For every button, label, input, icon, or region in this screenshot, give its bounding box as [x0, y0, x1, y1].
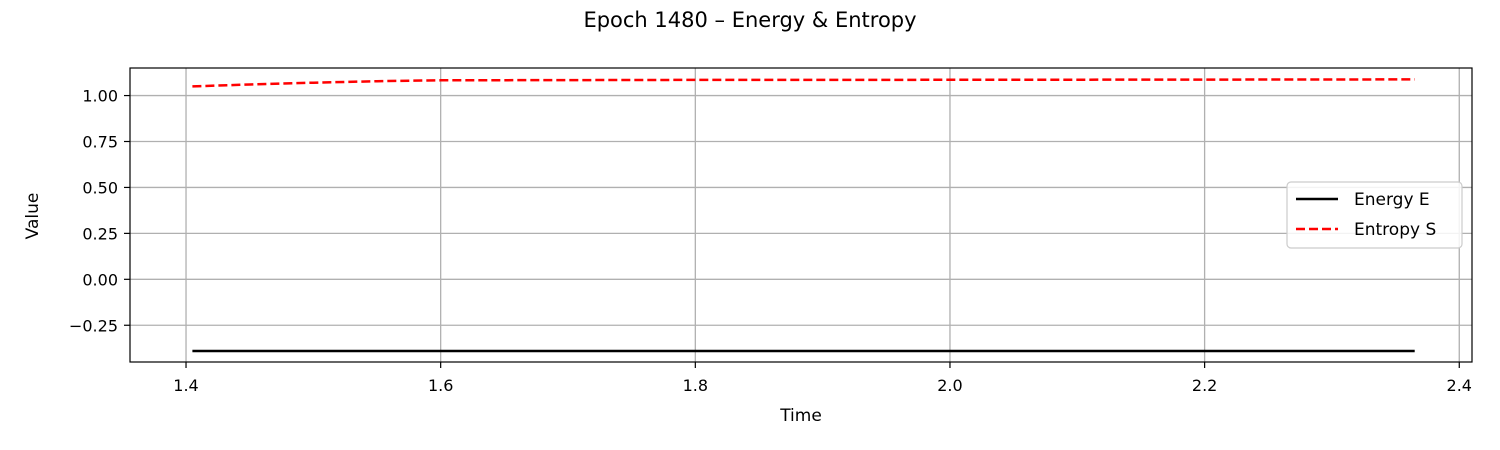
x-tick-label: 1.4	[173, 376, 198, 395]
legend-label: Energy E	[1354, 190, 1430, 210]
x-tick-label: 2.0	[937, 376, 962, 395]
legend-label: Entropy S	[1354, 220, 1436, 240]
x-tick-label: 2.4	[1447, 376, 1472, 395]
series-line-entropy	[192, 78, 1415, 88]
y-tick-label: 0.50	[82, 178, 118, 197]
y-tick-label: 0.00	[82, 270, 118, 289]
x-tick-label: 1.6	[428, 376, 453, 395]
y-tick-label: 0.25	[82, 224, 118, 243]
x-axis-ticks: 1.4 1.6 1.8 2.0 2.2 2.4	[173, 362, 1472, 395]
y-tick-label: 1.00	[82, 87, 118, 106]
y-axis-label: Value	[23, 193, 43, 240]
y-tick-label: 0.75	[82, 133, 118, 152]
x-tick-label: 1.8	[683, 376, 708, 395]
series-lines	[192, 78, 1415, 353]
y-tick-label: −0.25	[69, 316, 118, 335]
plot-frame	[129, 67, 1473, 363]
chart-title: Epoch 1480 – Energy & Entropy	[583, 8, 916, 32]
x-axis-label: Time	[779, 406, 822, 426]
x-tick-label: 2.2	[1192, 376, 1217, 395]
y-axis-ticks: −0.25 0.00 0.25 0.50 0.75 1.00	[69, 87, 130, 335]
legend: Energy E Entropy S	[1286, 181, 1463, 249]
grid-lines	[130, 68, 1472, 362]
